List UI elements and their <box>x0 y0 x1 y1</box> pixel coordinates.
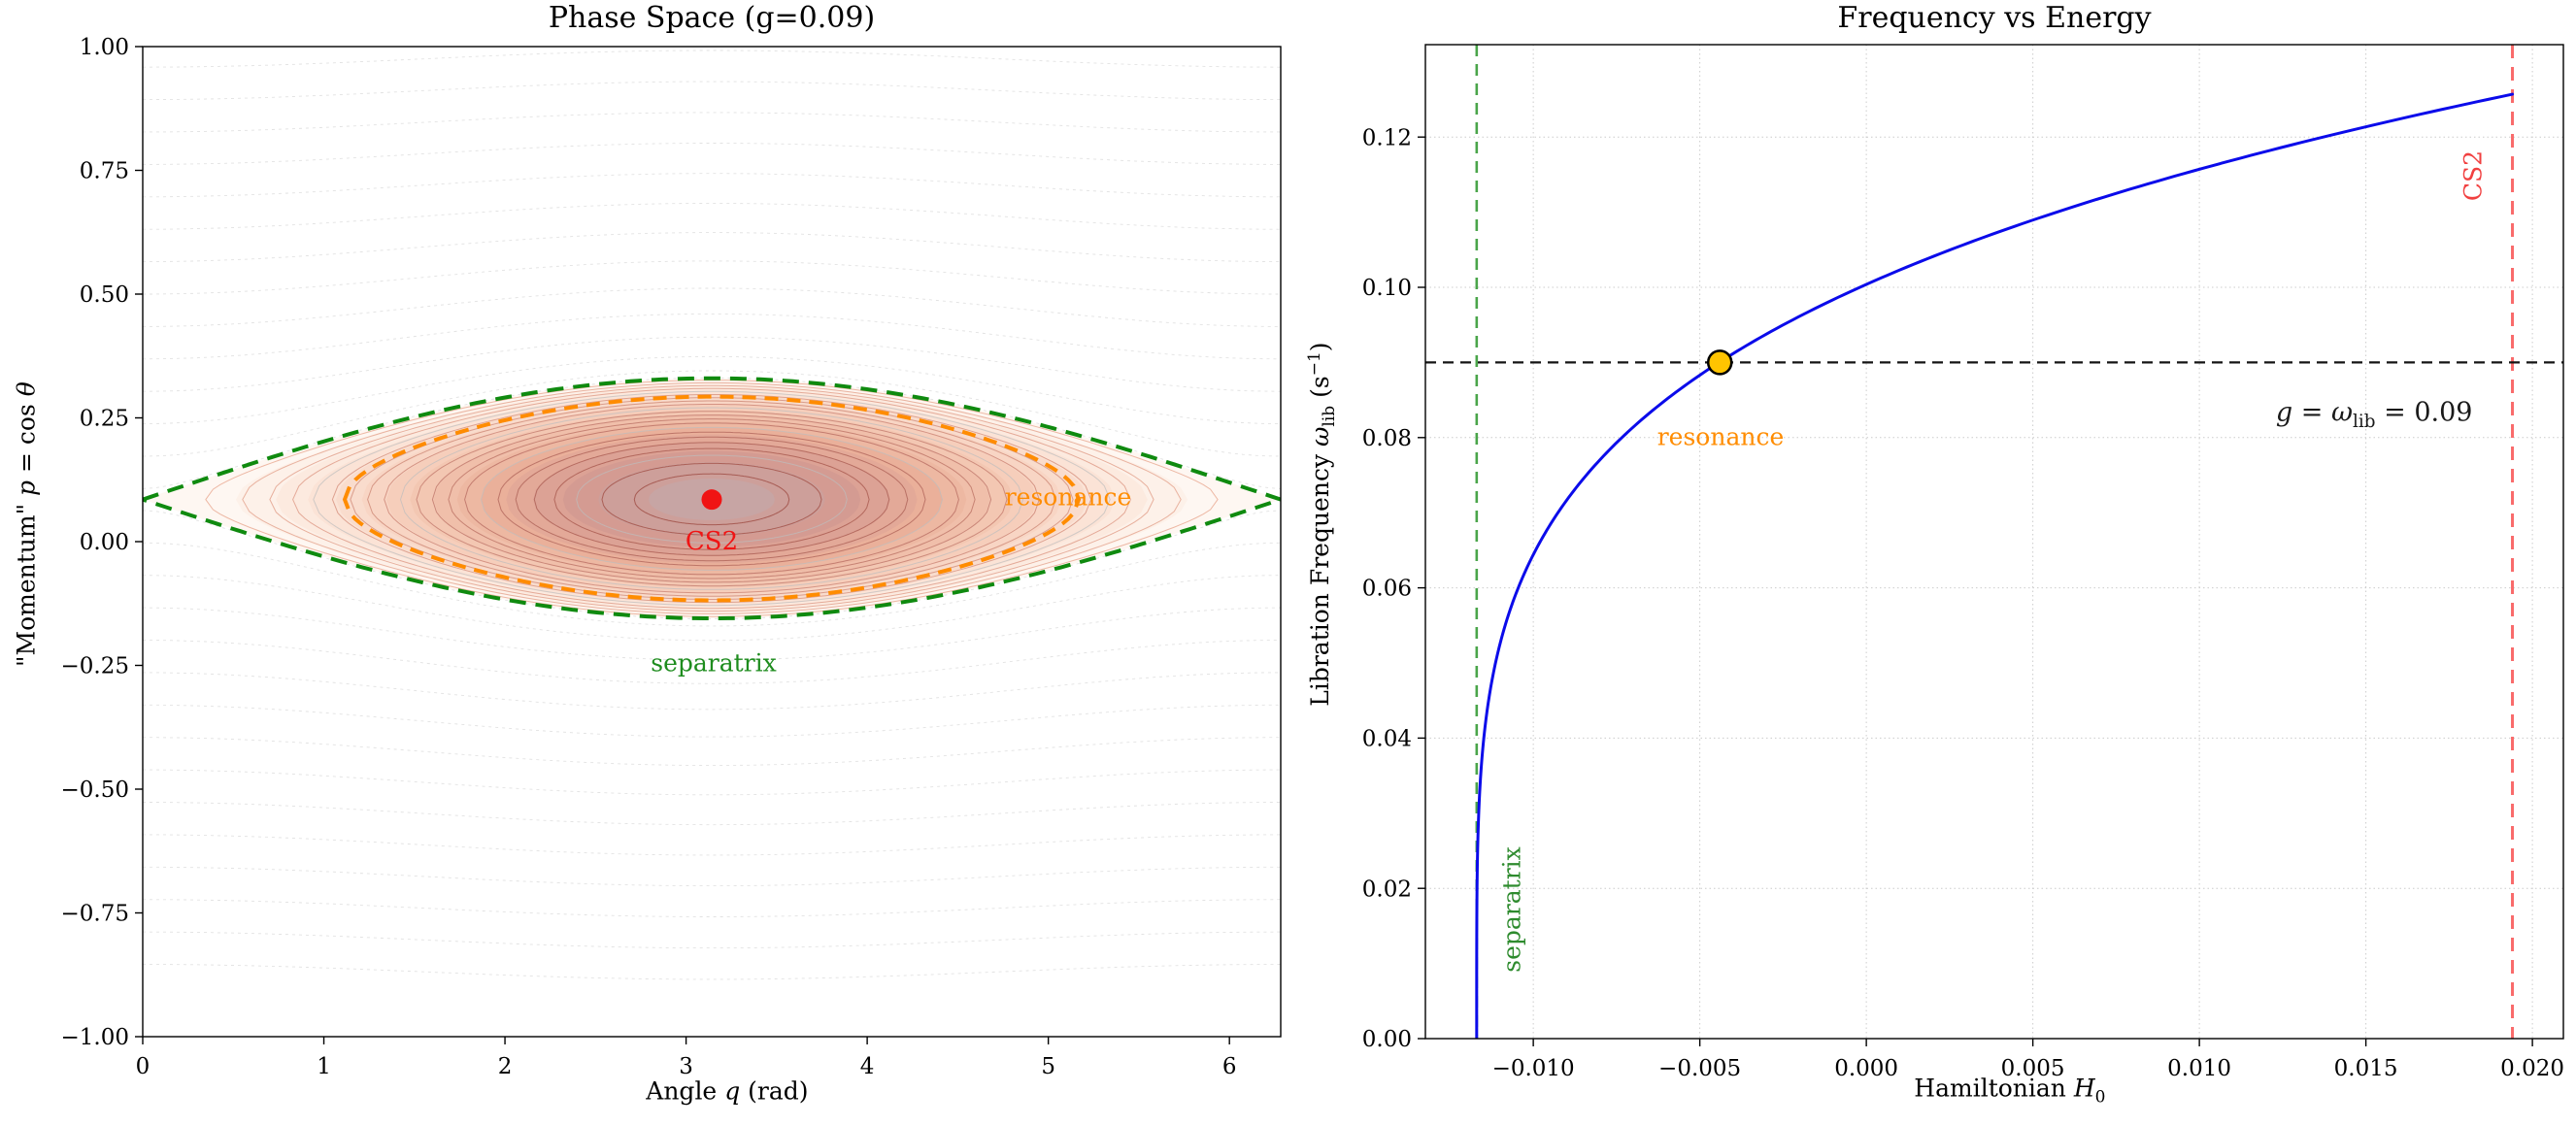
phase-space-title: Phase Space (g=0.09) <box>548 1 876 35</box>
svg-text:−0.75: −0.75 <box>61 902 129 927</box>
svg-text:0.005: 0.005 <box>2001 1056 2065 1081</box>
svg-text:1: 1 <box>317 1054 331 1079</box>
phase-space-y-axis-label: "Momentum" p = cos θ <box>12 381 41 668</box>
svg-text:0.10: 0.10 <box>1362 276 1412 301</box>
grid-lines <box>1425 45 2563 1039</box>
svg-text:0.75: 0.75 <box>80 159 129 184</box>
axes: 0 1 2 3 4 5 6 1.00 0.75 0.50 0.25 0.00 −0.25 −0.50 −0.… <box>61 35 1282 1079</box>
resonance-contour <box>342 394 1082 603</box>
frequency-panel: −0.010 −0.005 0.000 0.005 0.010 0.015 0.020 0.0… <box>1362 44 2564 1081</box>
cs2-label-frequency: CS2 <box>2459 149 2488 202</box>
svg-text:0: 0 <box>136 1054 151 1079</box>
svg-text:0.020: 0.020 <box>2500 1056 2564 1081</box>
frequency-x-axis-label: Hamiltonian H0 <box>1914 1074 2106 1108</box>
resonance-marker <box>1706 349 1733 376</box>
axes: −0.010 −0.005 0.000 0.005 0.010 0.015 0.020 0.0… <box>1362 44 2564 1081</box>
separatrix-label-frequency: separatrix <box>1497 846 1526 973</box>
svg-text:0.02: 0.02 <box>1362 877 1412 902</box>
svg-text:4: 4 <box>860 1054 875 1079</box>
svg-text:0.04: 0.04 <box>1362 726 1412 751</box>
svg-text:0.000: 0.000 <box>1834 1056 1898 1081</box>
separatrix-label-phase: separatrix <box>651 648 777 678</box>
svg-text:2: 2 <box>498 1054 513 1079</box>
svg-text:−0.010: −0.010 <box>1492 1056 1575 1081</box>
svg-text:0.08: 0.08 <box>1362 426 1412 451</box>
cs2-marker <box>701 489 722 511</box>
svg-text:0.06: 0.06 <box>1362 577 1412 602</box>
svg-text:0.00: 0.00 <box>80 530 129 555</box>
svg-text:0.00: 0.00 <box>1362 1027 1412 1052</box>
svg-text:−0.50: −0.50 <box>61 778 129 803</box>
frequency-curve <box>1475 92 2515 1039</box>
svg-text:5: 5 <box>1041 1054 1055 1079</box>
librating-contour-lines <box>205 380 1219 617</box>
svg-text:1.00: 1.00 <box>80 35 129 60</box>
svg-text:3: 3 <box>679 1054 693 1079</box>
cs2-label-phase: CS2 <box>685 527 739 556</box>
svg-text:0.12: 0.12 <box>1362 125 1412 150</box>
svg-text:0.015: 0.015 <box>2334 1056 2398 1081</box>
svg-text:0.25: 0.25 <box>80 407 129 432</box>
separatrix-contour <box>143 376 1281 620</box>
phase-space-x-axis-label: Angle q (rad) <box>646 1076 809 1106</box>
frequency-y-axis-label: Libration Frequency ωlib (s−1) <box>1304 342 1340 707</box>
g-resonance-annotation: g = ωlib = 0.09 <box>2275 397 2473 433</box>
svg-text:−1.00: −1.00 <box>61 1025 129 1050</box>
resonance-label-phase: resonance <box>1004 482 1132 512</box>
frequency-title: Frequency vs Energy <box>1837 1 2152 35</box>
phase-space-panel: 0 1 2 3 4 5 6 1.00 0.75 0.50 0.25 0.00 −0.25 −0.50 −0.… <box>61 35 1282 1079</box>
svg-text:0.50: 0.50 <box>80 282 129 308</box>
svg-text:0.010: 0.010 <box>2167 1056 2231 1081</box>
svg-text:6: 6 <box>1222 1054 1237 1079</box>
resonance-label-frequency: resonance <box>1656 422 1785 451</box>
svg-text:−0.25: −0.25 <box>61 654 129 679</box>
svg-text:−0.005: −0.005 <box>1658 1056 1741 1081</box>
